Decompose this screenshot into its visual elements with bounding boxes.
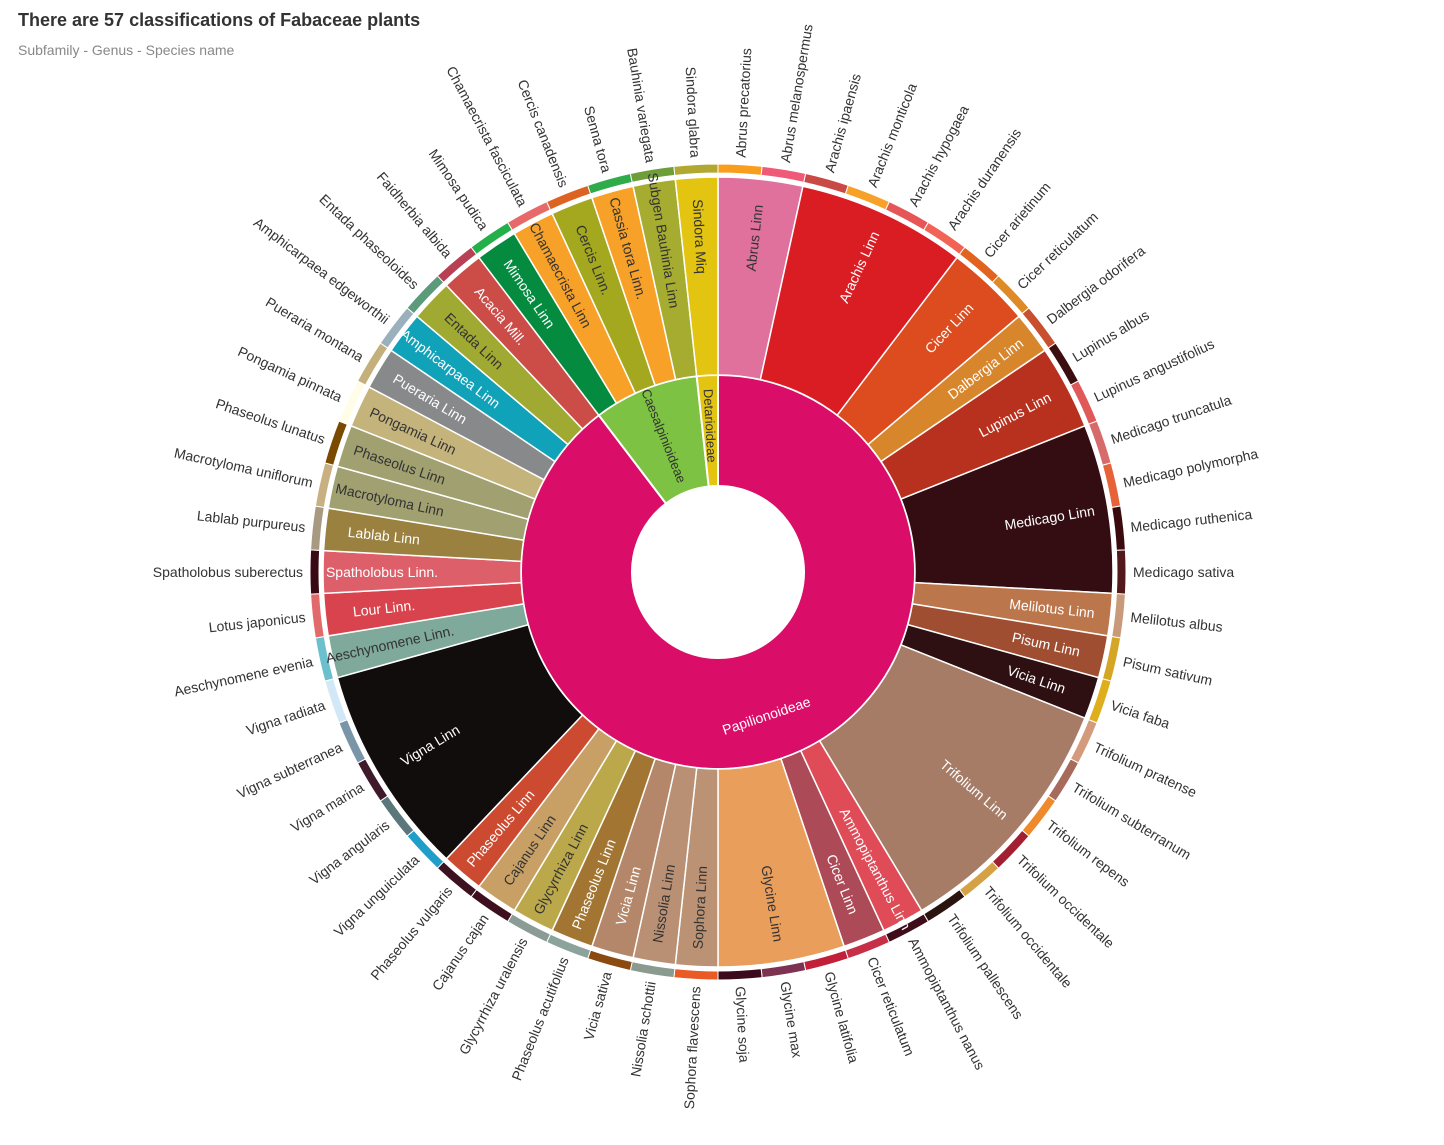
species-label-phaseolus-lunatus: Phaseolus lunatus	[214, 395, 328, 447]
species-label-pongamia-pinnata: Pongamia pinnata	[236, 343, 345, 405]
species-arc-glycine-soja	[717, 968, 763, 981]
species-arc-medicago-ruthenica	[1111, 505, 1126, 551]
species-label-cercis-canadensis: Cercis canadensis	[515, 77, 572, 189]
species-label-cajanus-cajan: Cajanus cajan	[429, 911, 492, 993]
species-label-melilotus-albus: Melilotus albus	[1130, 609, 1224, 635]
species-label-glycine-soja: Glycine soja	[732, 986, 752, 1063]
species-label-abrus-precatorius: Abrus precatorius	[732, 48, 754, 158]
species-label-phaseolus-acutifolius: Phaseolus acutifolius	[508, 955, 572, 1083]
species-arc-lotus-japonicus	[310, 593, 325, 639]
species-label-vigna-subterranea: Vigna subterranea	[234, 739, 345, 802]
species-label-senna-tora: Senna tora	[581, 104, 615, 174]
species-label-glycine-max: Glycine max	[777, 980, 805, 1059]
species-label-trifolium-pratense: Trifolium pratense	[1091, 739, 1199, 800]
species-label-lablab-purpureus: Lablab purpureus	[196, 507, 306, 535]
species-label-pisum-sativum: Pisum sativum	[1122, 653, 1214, 688]
species-label-medicago-sativa: Medicago sativa	[1133, 564, 1234, 580]
chart-title: There are 57 classifications of Fabaceae…	[18, 10, 421, 30]
subfamily-label-detarioideae: Detarioideae	[701, 389, 720, 463]
species-arc-abrus-precatorius	[717, 163, 763, 176]
species-label-macrotyloma-uniflorum: Macrotyloma uniflorum	[173, 445, 315, 491]
species-label-medicago-truncatula: Medicago truncatula	[1109, 392, 1234, 447]
species-label-lotus-japonicus: Lotus japonicus	[208, 609, 306, 635]
species-label-mimosa-pudica: Mimosa pudica	[426, 146, 492, 233]
species-label-arachis-hypogaea: Arachis hypogaea	[905, 102, 972, 209]
chart-subtitle: Subfamily - Genus - Species name	[18, 42, 235, 58]
genus-label-spatholobus-linn: Spatholobus Linn.	[326, 564, 438, 580]
genus-arc-sindora-miq	[674, 176, 719, 377]
species-label-nissolia-schottii: Nissolia schottii	[627, 980, 658, 1078]
species-label-bauhinia-variegata: Bauhinia variegata	[624, 47, 659, 164]
species-label-sophora-flavescens: Sophora flavescens	[681, 986, 704, 1110]
species-arc-lablab-purpureus	[310, 505, 325, 551]
genus-label-abrus-linn: Abrus Linn	[743, 204, 766, 272]
species-label-trifolium-repens: Trifolium repens	[1044, 817, 1133, 890]
species-label-vigna-marina: Vigna marina	[288, 779, 367, 835]
species-label-vicia-faba: Vicia faba	[1109, 697, 1172, 732]
species-label-cicer-reticulatum: Cicer reticulatum	[864, 955, 918, 1058]
species-label-arachis-ipaensis: Arachis ipaensis	[821, 72, 864, 175]
species-label-abrus-melanospermus: Abrus melanospermus	[777, 23, 815, 164]
species-label-arachis-monticola: Arachis monticola	[864, 81, 920, 190]
species-arc-sindora-glabra	[673, 163, 719, 176]
species-label-sindora-glabra: Sindora glabra	[683, 66, 704, 158]
species-label-glycine-latifolia: Glycine latifolia	[821, 970, 862, 1065]
species-label-vigna-radiata: Vigna radiata	[244, 697, 327, 738]
genus-label-sophora-linn: Sophora Linn	[690, 865, 710, 949]
species-label-lupinus-albus: Lupinus albus	[1069, 307, 1151, 365]
species-label-aeschynomene-evenia: Aeschynomene evenia	[173, 653, 315, 699]
genus-label-lour-linn: Lour Linn.	[352, 597, 416, 620]
species-arc-sophora-flavescens	[673, 968, 719, 981]
species-label-vicia-sativa: Vicia sativa	[580, 970, 614, 1042]
species-label-spatholobus-suberectus: Spatholobus suberectus	[153, 564, 303, 580]
species-arc-melilotus-albus	[1111, 593, 1126, 639]
genus-arc-trifolium-linn	[818, 643, 1086, 912]
species-label-pueraria-montana: Pueraria montana	[263, 294, 367, 365]
genus-label-lablab-linn: Lablab Linn	[347, 524, 421, 548]
species-arc-spatholobus-suberectus	[309, 549, 321, 595]
genus-label-sindora-miq: Sindora Miq	[690, 199, 710, 274]
species-label-lupinus-angustifolius: Lupinus angustifolius	[1091, 336, 1216, 405]
species-label-medicago-polymorpha: Medicago polymorpha	[1122, 445, 1260, 490]
species-label-medicago-ruthenica: Medicago ruthenica	[1130, 506, 1253, 535]
species-label-cicer-arietinum: Cicer arietinum	[981, 179, 1054, 261]
species-label-vigna-angularis: Vigna angularis	[306, 817, 392, 888]
species-arc-medicago-sativa	[1115, 549, 1127, 595]
